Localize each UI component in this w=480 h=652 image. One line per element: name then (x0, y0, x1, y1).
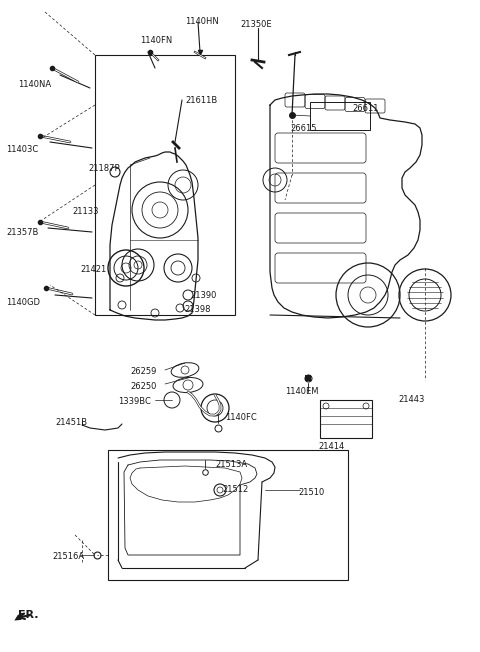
Text: 1140FN: 1140FN (140, 36, 172, 45)
Text: 1140EM: 1140EM (285, 387, 319, 396)
Text: 21414: 21414 (318, 442, 344, 451)
Text: 26615: 26615 (290, 124, 316, 133)
Bar (95, 55, 235, 315)
Text: 1339BC: 1339BC (118, 397, 151, 406)
Text: 26259: 26259 (130, 367, 156, 376)
Text: 21513A: 21513A (215, 460, 247, 469)
Text: FR.: FR. (18, 610, 38, 620)
Text: 11403C: 11403C (6, 145, 38, 154)
Text: 21512: 21512 (222, 485, 248, 494)
Text: 21357B: 21357B (6, 228, 38, 237)
Text: 21398: 21398 (184, 305, 211, 314)
Text: 1140FC: 1140FC (225, 413, 257, 422)
Text: 21350E: 21350E (240, 20, 272, 29)
Text: 21451B: 21451B (55, 418, 87, 427)
Text: 1140GD: 1140GD (6, 298, 40, 307)
Text: 21133: 21133 (72, 207, 98, 216)
Text: 21443: 21443 (398, 395, 424, 404)
Text: 21187P: 21187P (88, 164, 120, 173)
Text: 21390: 21390 (190, 291, 216, 300)
Bar (320, 400, 372, 438)
Text: 26250: 26250 (130, 382, 156, 391)
Text: 21516A: 21516A (52, 552, 84, 561)
Text: 1140NA: 1140NA (18, 80, 51, 89)
Text: 21611B: 21611B (185, 96, 217, 105)
Text: 21510: 21510 (298, 488, 324, 497)
Text: 1140HN: 1140HN (185, 17, 219, 26)
Text: 21421: 21421 (80, 265, 106, 274)
Bar (310, 102, 370, 130)
Bar (108, 450, 348, 580)
Text: 26611: 26611 (352, 104, 379, 113)
